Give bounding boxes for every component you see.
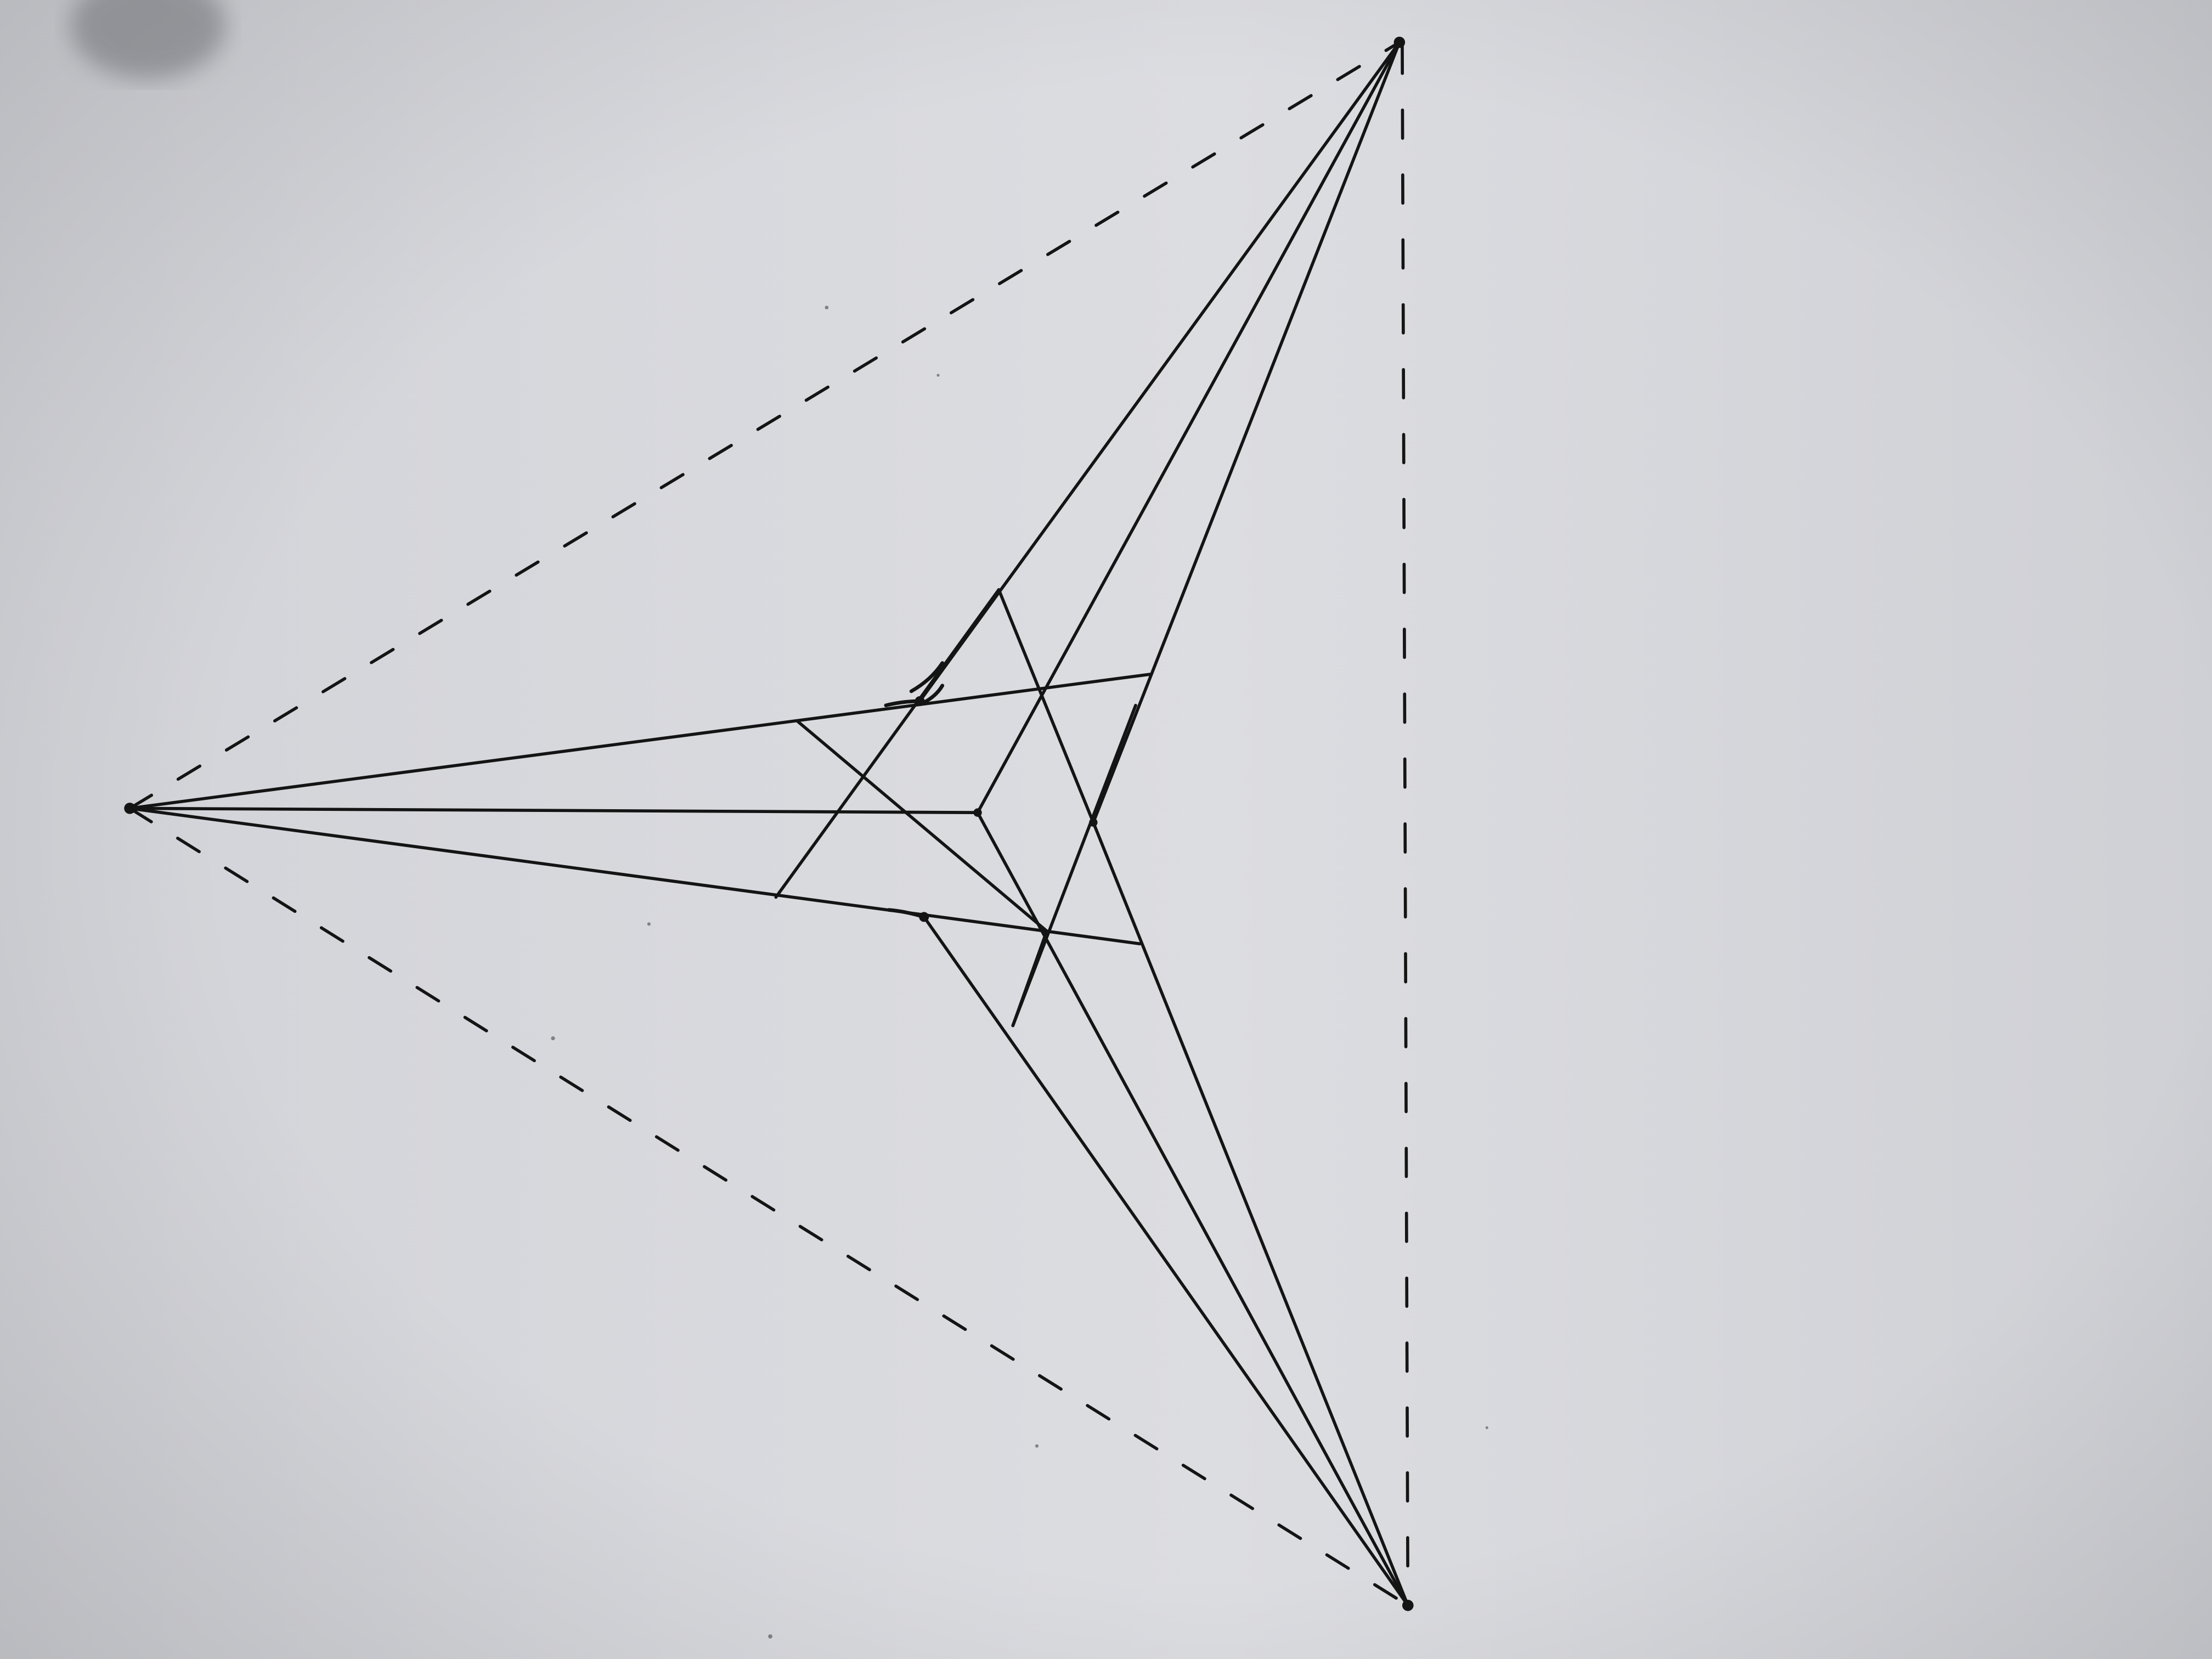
cube-edge-c	[997, 588, 1095, 824]
ray-bottom-inner	[1092, 821, 1410, 1607]
cube-corner-center	[973, 808, 982, 817]
vanishing-point-bottom-right	[1402, 1600, 1414, 1611]
speck	[647, 922, 651, 926]
ray-left-upper	[128, 673, 1152, 810]
ray-bottom-middle	[976, 811, 1410, 1607]
speck	[1485, 1426, 1488, 1429]
shadow-smudge	[70, 0, 226, 79]
speck	[936, 374, 940, 377]
speck	[768, 1634, 772, 1639]
cube-edge-b	[795, 719, 1048, 933]
cube-corner-lower	[919, 912, 929, 922]
vanishing-point-top-right	[1393, 36, 1406, 48]
ray-top-inner	[1092, 41, 1401, 824]
speck	[1035, 1444, 1039, 1448]
paper-specks	[551, 306, 1488, 1639]
cube-edge-e	[1011, 929, 1048, 1028]
ray-left-lower	[128, 806, 1142, 946]
ray-bottom-outer	[922, 915, 1410, 1607]
ray-top-middle	[976, 41, 1401, 814]
dashed-line-lower	[128, 806, 1410, 1607]
ink-drawing	[128, 41, 1410, 1607]
cube-corner-right	[1089, 818, 1098, 827]
speck	[551, 1036, 555, 1041]
vertex-dots	[124, 36, 1414, 1611]
cube-edge-a	[774, 588, 1001, 899]
dashed-line-upper	[128, 41, 1401, 810]
cube-corner-upper	[915, 696, 925, 706]
dashed-line-vertical	[1401, 43, 1410, 1604]
vanishing-point-left	[124, 803, 136, 814]
speck	[825, 306, 829, 309]
